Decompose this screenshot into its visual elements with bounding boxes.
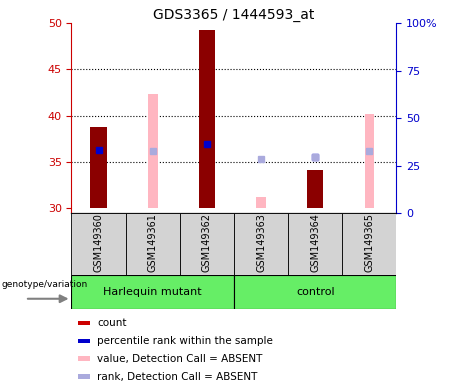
- Bar: [307, 170, 323, 209]
- Text: GSM149361: GSM149361: [148, 213, 158, 272]
- Bar: [71, 275, 234, 309]
- Text: Harlequin mutant: Harlequin mutant: [103, 287, 202, 297]
- Bar: [256, 197, 266, 209]
- Text: GSM149365: GSM149365: [364, 213, 374, 272]
- Bar: [234, 275, 396, 309]
- Bar: [234, 213, 288, 275]
- Text: GSM149362: GSM149362: [202, 213, 212, 272]
- Bar: [365, 114, 374, 209]
- Bar: [199, 30, 215, 209]
- Text: genotype/variation: genotype/variation: [1, 280, 88, 289]
- Text: rank, Detection Call = ABSENT: rank, Detection Call = ABSENT: [97, 371, 257, 382]
- Bar: [90, 127, 106, 209]
- Bar: [125, 213, 180, 275]
- Bar: [148, 94, 158, 209]
- Bar: [78, 321, 90, 324]
- Text: GSM149360: GSM149360: [94, 213, 104, 272]
- Text: control: control: [296, 287, 335, 297]
- Bar: [78, 374, 90, 379]
- Bar: [288, 213, 342, 275]
- Bar: [180, 213, 234, 275]
- Text: percentile rank within the sample: percentile rank within the sample: [97, 336, 273, 346]
- Text: value, Detection Call = ABSENT: value, Detection Call = ABSENT: [97, 354, 262, 364]
- Text: GSM149363: GSM149363: [256, 213, 266, 272]
- Text: count: count: [97, 318, 126, 328]
- Bar: [78, 339, 90, 343]
- Bar: [71, 213, 125, 275]
- Title: GDS3365 / 1444593_at: GDS3365 / 1444593_at: [153, 8, 315, 22]
- Bar: [342, 213, 396, 275]
- Bar: [78, 356, 90, 361]
- Text: GSM149364: GSM149364: [310, 213, 320, 272]
